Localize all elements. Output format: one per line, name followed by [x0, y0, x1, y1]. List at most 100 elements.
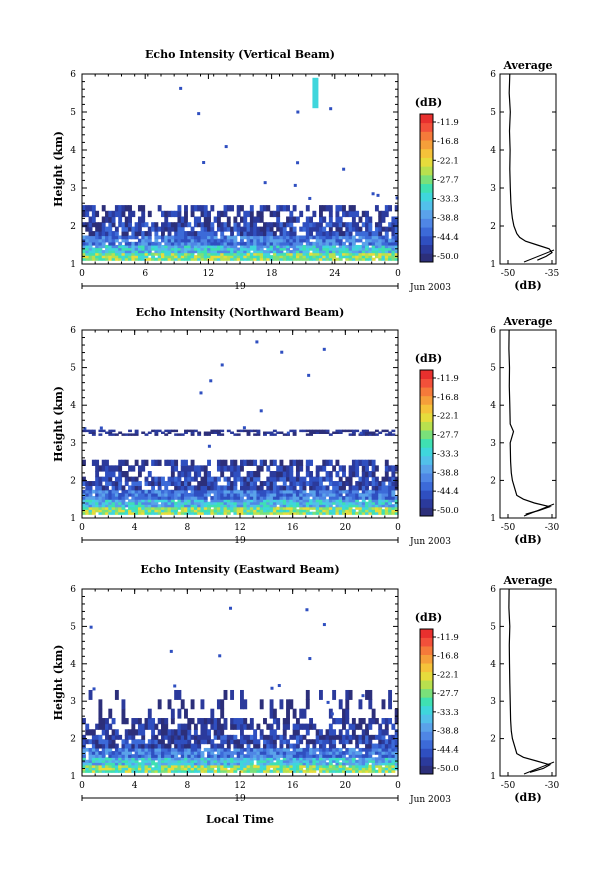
heatmap-cell [328, 739, 333, 745]
heatmap-cell [141, 257, 146, 261]
heatmap-cell [328, 729, 333, 736]
colorbar-swatch [420, 654, 433, 664]
heatmap-cell [348, 481, 353, 487]
heatmap-cell [358, 501, 363, 505]
heatmap-cell [190, 743, 195, 749]
heatmap-cell [88, 222, 93, 228]
x-tick-label: 4 [132, 523, 138, 533]
heatmap-cell [319, 739, 323, 745]
heatmap-cell [111, 255, 116, 259]
heatmap-cell [388, 433, 393, 436]
heatmap-cell [305, 481, 310, 487]
heatmap-cell [253, 769, 258, 773]
profile-title: Average [502, 59, 552, 72]
heatmap-cell [180, 734, 185, 740]
heatmap-cell [286, 247, 290, 251]
heatmap-cell [358, 511, 363, 515]
heatmap-cell [256, 751, 261, 755]
heatmap-cell [187, 471, 192, 478]
heatmap-cell [220, 499, 225, 503]
heatmap-cell [147, 751, 152, 755]
heatmap-cell [216, 429, 221, 433]
heatmap-cell [95, 255, 100, 259]
heatmap-cell [203, 506, 208, 510]
heatmap-cell [207, 433, 211, 436]
heatmap-cell [365, 485, 369, 491]
heatmap-cell [315, 247, 320, 251]
heatmap-cell [213, 238, 218, 243]
heatmap-cell [91, 767, 96, 771]
heatmap-cell [193, 485, 198, 491]
heatmap-cell [305, 754, 310, 758]
heatmap-cell [319, 501, 323, 505]
heatmap-cell [315, 762, 320, 766]
heatmap-cell [302, 751, 307, 755]
heatmap-cell [319, 689, 323, 700]
heatmap-cell [266, 241, 271, 246]
heatmap-cell [177, 245, 182, 249]
heatmap-cell [348, 747, 353, 752]
heatmap-cell [170, 459, 175, 466]
heatmap-cell [299, 501, 304, 505]
heatmap-cell [345, 476, 350, 482]
heatmap-cell [368, 250, 373, 254]
heatmap-cell [246, 245, 251, 249]
heatmap-cell [269, 481, 274, 487]
heatmap-cell [299, 465, 304, 472]
heatmap-cell [128, 465, 132, 472]
heatmap-cell [151, 222, 156, 228]
heatmap-cell [355, 252, 360, 256]
heatmap-cell [151, 511, 156, 515]
heatmap-cell [279, 205, 284, 212]
heatmap-cell [338, 511, 343, 515]
heatmap-cell [263, 238, 267, 243]
heatmap-cell [177, 729, 182, 736]
heatmap-cell [213, 764, 218, 768]
heatmap-cell [114, 252, 119, 256]
heatmap-cell [108, 506, 113, 510]
heatmap-cell [180, 767, 185, 771]
heatmap-cell [374, 231, 379, 237]
heatmap-cell [358, 699, 363, 710]
heatmap-cell [381, 476, 386, 482]
heatmap-cell [338, 751, 343, 755]
heatmap-cell [210, 476, 215, 482]
heatmap-cell [161, 489, 165, 494]
heatmap-cell [256, 769, 261, 773]
heatmap-cell [184, 506, 188, 510]
heatmap-cell [88, 751, 93, 755]
heatmap-cell [177, 762, 182, 766]
heatmap-cell [329, 107, 333, 111]
heatmap-cell [388, 485, 393, 491]
x-tick-label: 0 [79, 523, 85, 533]
heatmap-cell [91, 250, 96, 254]
heatmap-cell [108, 245, 113, 249]
heatmap-cell [335, 459, 340, 466]
heatmap-cell [167, 767, 172, 771]
heatmap-cell [95, 471, 100, 478]
heatmap-cell [365, 747, 369, 752]
y-axis-label: Height (km) [52, 386, 65, 462]
heatmap-cell [253, 754, 258, 758]
heatmap-cell [279, 747, 284, 752]
heatmap-cell [342, 506, 346, 510]
heatmap-cell [325, 431, 330, 434]
heatmap-cell [240, 689, 244, 700]
heatmap-cell [249, 476, 254, 482]
heatmap-cell [193, 257, 198, 261]
colorbar-frame [419, 369, 434, 517]
heatmap-cell [167, 743, 172, 749]
heatmap-cell [319, 231, 323, 237]
heatmap-cell [144, 718, 149, 725]
heatmap-cell [174, 739, 179, 745]
heatmap-cell [193, 247, 198, 251]
heatmap-cell [289, 499, 294, 503]
heatmap-cell [256, 250, 261, 254]
heatmap-cell [118, 511, 123, 515]
heatmap-cell [141, 252, 146, 256]
colorbar-swatch [420, 731, 433, 741]
heatmap-cell [299, 255, 304, 259]
heatmap-cell [249, 489, 254, 494]
heatmap-cell [134, 729, 139, 736]
heatmap-cell [161, 723, 165, 730]
